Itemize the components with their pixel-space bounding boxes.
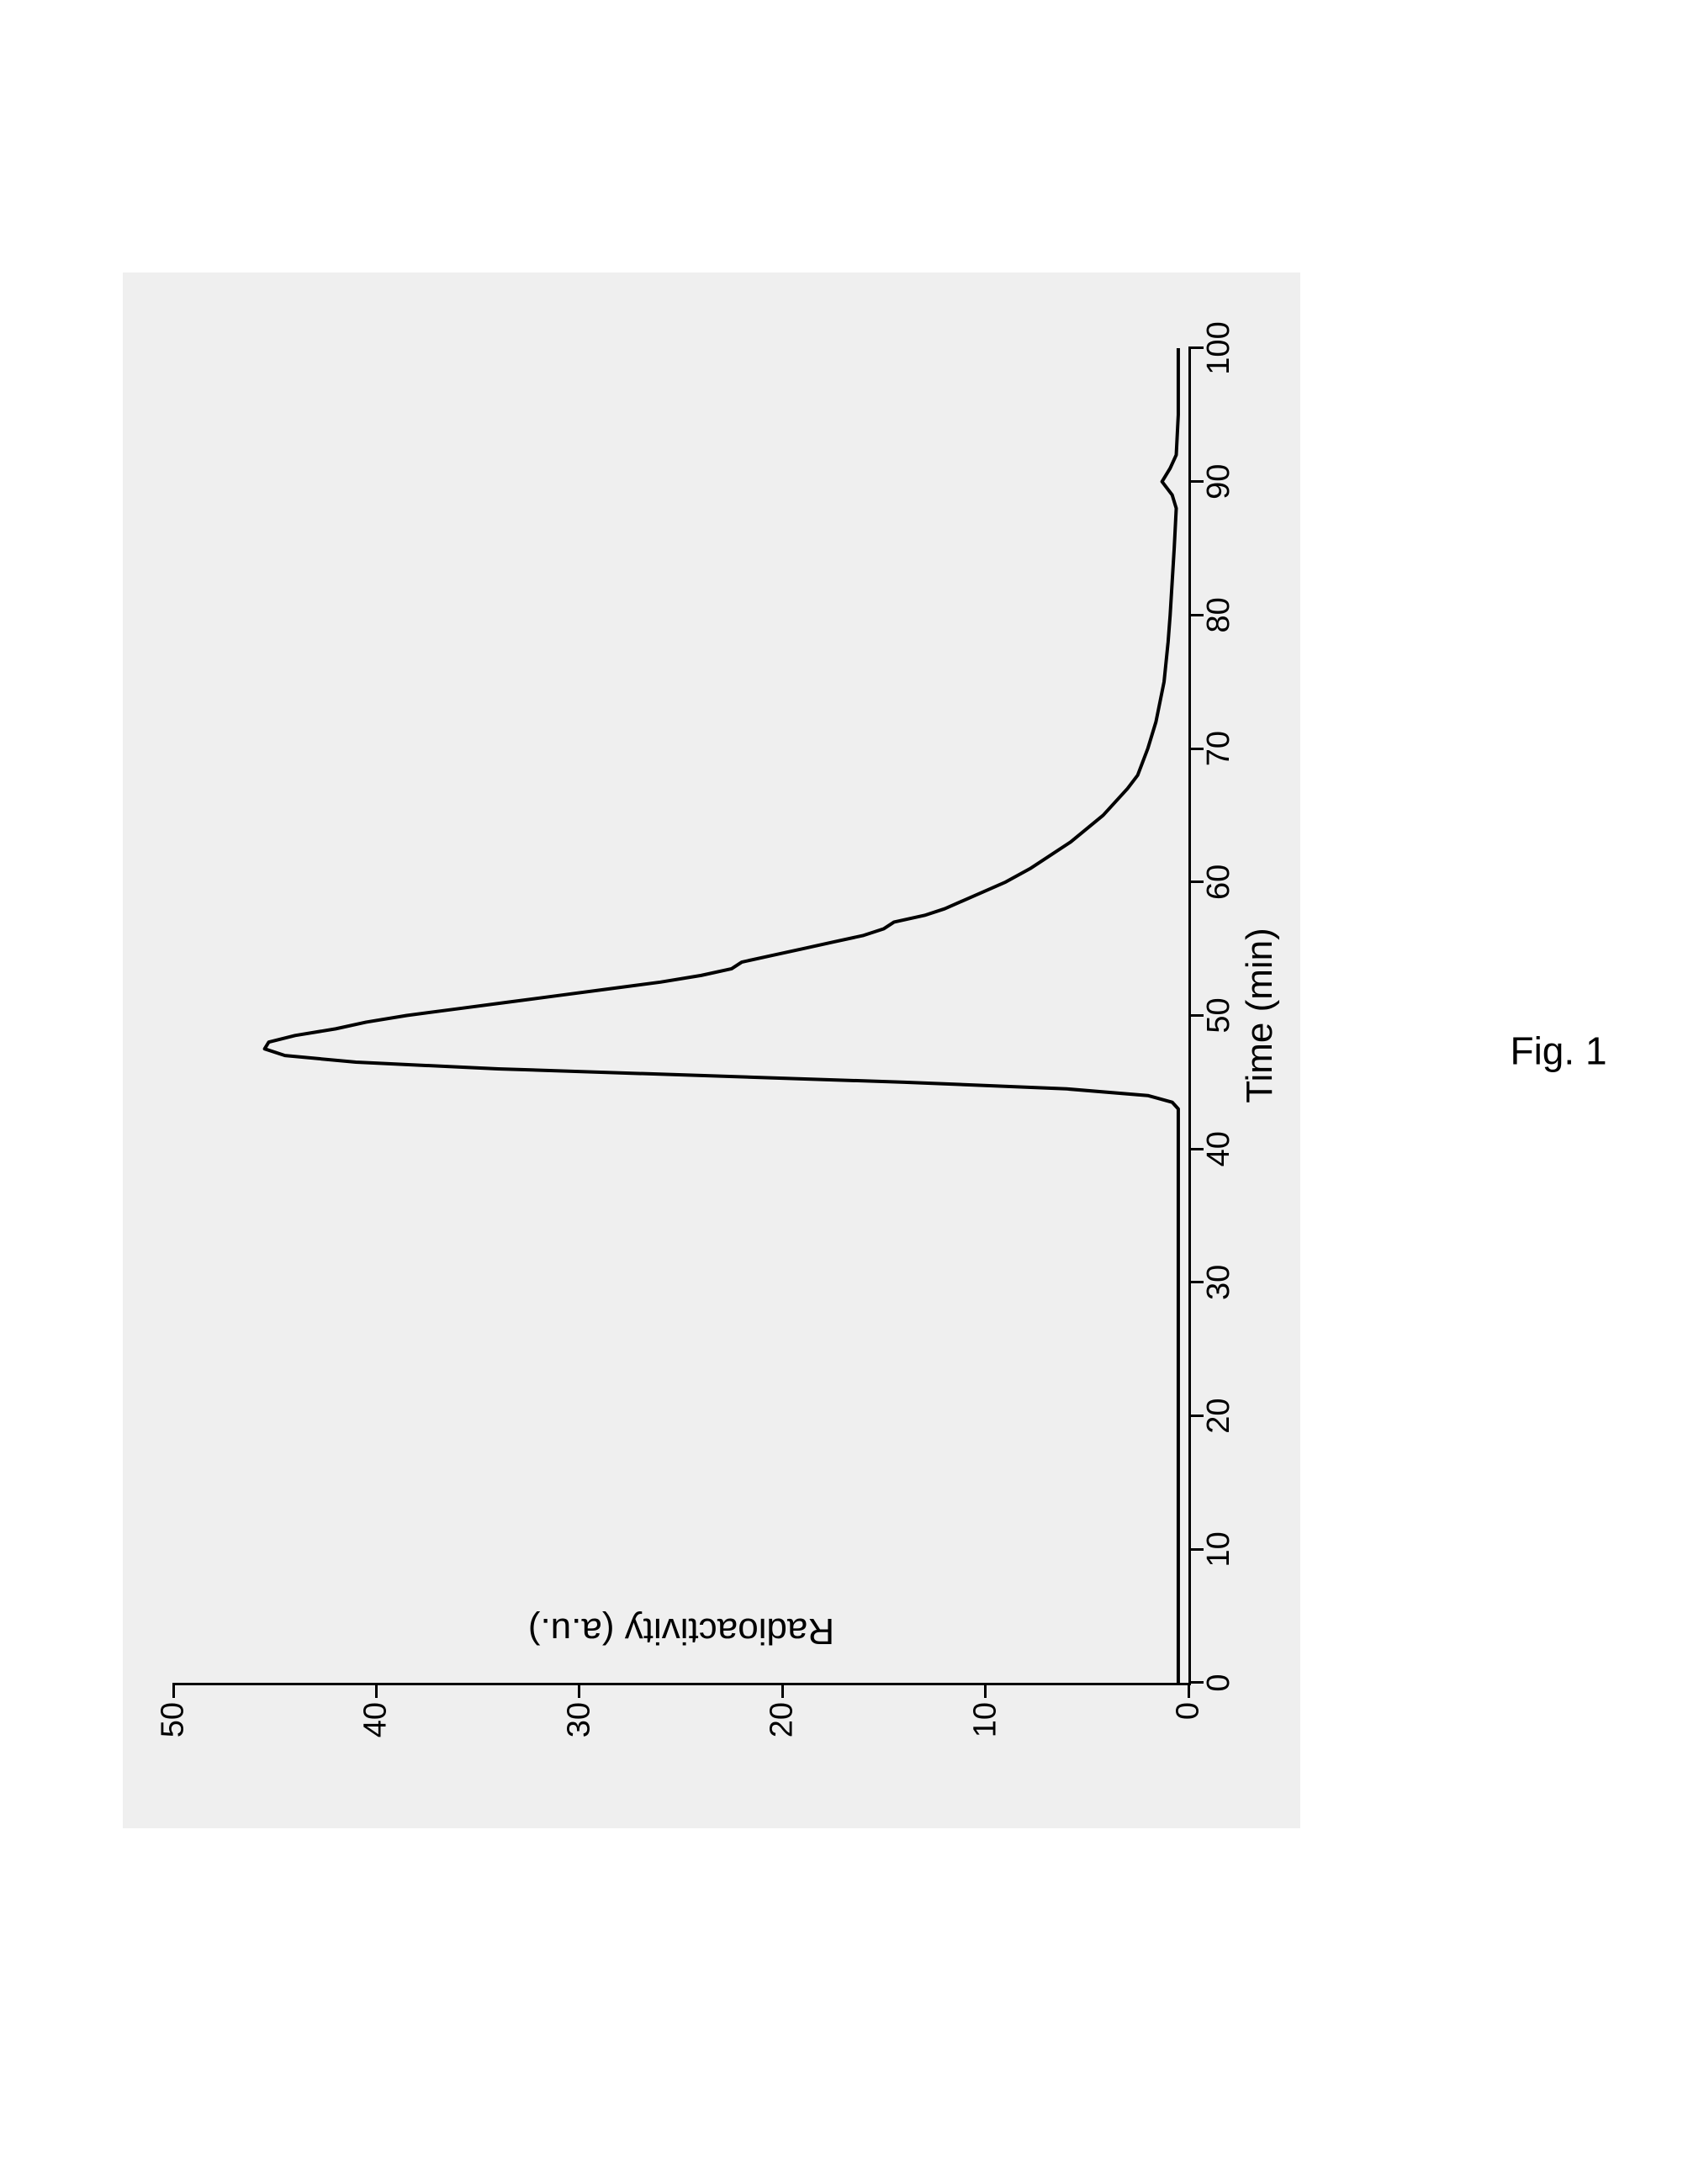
y-tick-label: 0: [1171, 1702, 1207, 1746]
y-tick-label: 20: [765, 1702, 801, 1746]
plot-area: Radioactivity (a.u.) Time (min) 01020304…: [173, 348, 1191, 1685]
y-tick: [172, 1683, 175, 1698]
y-tick: [375, 1683, 378, 1698]
x-tick-label: 30: [1201, 1264, 1237, 1299]
x-tick-label: 60: [1201, 864, 1237, 899]
x-axis-label: Time (min): [1239, 928, 1281, 1103]
y-tick-label: 50: [156, 1702, 192, 1746]
x-tick-label: 10: [1201, 1531, 1237, 1567]
y-tick: [781, 1683, 784, 1698]
y-tick-label: 10: [967, 1702, 1003, 1746]
x-tick-label: 100: [1201, 321, 1237, 374]
y-tick-label: 30: [561, 1702, 597, 1746]
y-tick: [578, 1683, 580, 1698]
x-tick-label: 90: [1201, 463, 1237, 499]
x-tick-label: 50: [1201, 997, 1237, 1033]
y-tick: [984, 1683, 987, 1698]
chart-container: Radioactivity (a.u.) Time (min) 01020304…: [123, 272, 1581, 1828]
chart-line-svg: [173, 348, 1188, 1683]
y-tick: [1188, 1683, 1190, 1698]
x-tick-label: 0: [1201, 1674, 1237, 1691]
x-tick-label: 70: [1201, 730, 1237, 765]
x-tick-label: 40: [1201, 1131, 1237, 1166]
figure-box: Radioactivity (a.u.) Time (min) 01020304…: [123, 272, 1300, 1828]
x-tick-label: 20: [1201, 1398, 1237, 1433]
figure-caption: Fig. 1: [1510, 1028, 1606, 1073]
y-tick-label: 40: [358, 1702, 394, 1746]
data-series-line: [265, 348, 1178, 1683]
x-tick-label: 80: [1201, 597, 1237, 632]
